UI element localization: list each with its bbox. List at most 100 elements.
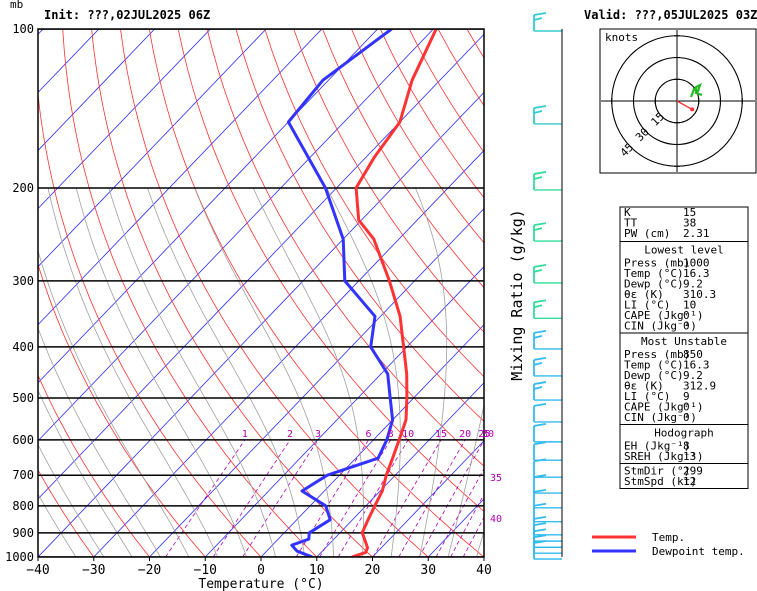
x-tick-label: 30 — [420, 563, 436, 578]
index-row-label: K — [624, 206, 631, 219]
wind-barb — [533, 422, 562, 443]
pressure-tick-label: 400 — [12, 340, 34, 354]
dewpoint-profile — [286, 29, 395, 557]
x-tick-label: −40 — [26, 563, 49, 578]
wind-barb-flag — [533, 176, 543, 180]
x-tick-label: 10 — [309, 563, 325, 578]
storm-motion-marker — [690, 107, 695, 112]
mixing-ratio-label: 1 — [242, 429, 248, 440]
mixing-ratio-label: 3 — [315, 429, 321, 440]
isotherm-line — [38, 29, 267, 268]
wind-barb-flag — [533, 222, 547, 227]
lowest-level-row-value: 0 — [683, 320, 690, 333]
lowest-level-row-label: LI (°C) — [624, 299, 670, 312]
moist-adiabat-line — [38, 249, 190, 557]
pressure-tick-label: 100 — [12, 22, 34, 36]
wind-barb-flag — [533, 534, 547, 539]
dry-adiabat-line — [120, 29, 429, 557]
wind-barb-flag — [533, 540, 547, 544]
legend-label: Dewpoint temp. — [652, 545, 745, 558]
isotherm-line — [148, 207, 484, 557]
dry-adiabat-line — [264, 29, 484, 378]
hodograph-unit-label: knots — [605, 31, 638, 44]
isotherm-line — [38, 33, 484, 500]
lowest-level-row-value: 1000 — [683, 257, 710, 270]
wind-barb — [533, 381, 562, 401]
x-tick-label: 40 — [476, 563, 492, 578]
wind-barb-flag — [533, 381, 547, 385]
dry-adiabat-line — [148, 29, 484, 557]
wind-barb-flag — [533, 403, 547, 407]
most-unstable-row-value: 850 — [683, 348, 703, 361]
dry-adiabat-line — [293, 29, 484, 333]
wind-barb-flag — [533, 335, 543, 339]
index-row-label: PW (cm) — [624, 227, 670, 240]
most-unstable-row-label: CIN (Jkg⁻¹) — [624, 411, 697, 424]
mixing-ratio-label: 15 — [435, 429, 447, 440]
most-unstable-row-value: 0 — [683, 401, 690, 414]
x-tick-label: −10 — [194, 563, 217, 578]
lowest-level-row-label: CIN (Jkg⁻¹) — [624, 320, 697, 333]
wind-barb-flag — [533, 329, 547, 334]
most-unstable-row-value: 9.2 — [683, 369, 703, 382]
wind-barb-flag — [533, 362, 543, 366]
wind-barb-flag — [533, 502, 547, 507]
wind-barb — [533, 222, 562, 242]
wind-barb — [533, 171, 562, 191]
most-unstable-row-label: Press (mb) — [624, 348, 690, 361]
wind-barb-flag — [533, 110, 543, 114]
wind-barb — [533, 540, 562, 560]
hodograph-index-title: Hodograph — [654, 427, 714, 440]
lowest-level-row-label: Temp (°C) — [624, 267, 684, 280]
wind-barb-flag — [533, 105, 547, 109]
wind-barb — [533, 515, 562, 536]
most-unstable-row-value: 312.9 — [683, 380, 716, 393]
dry-adiabat-line — [177, 29, 484, 512]
valid-time-label: Valid: ???,05JUL2025 03Z — [584, 8, 757, 22]
lowest-level-row-value: 0 — [683, 309, 690, 322]
wind-barb-flag — [533, 528, 547, 533]
wind-barb — [533, 357, 562, 377]
temperature-profile — [351, 29, 438, 557]
legend-label: Temp. — [652, 531, 685, 544]
wind-barb-flag — [533, 458, 547, 463]
isotherm-line — [38, 29, 156, 152]
mixing-ratio-label: 25 — [478, 429, 490, 440]
lowest-level-row-label: θε (K) — [624, 288, 664, 301]
pressure-tick-label: 300 — [12, 274, 34, 288]
isotherm-line — [38, 91, 484, 557]
isotherm-line — [316, 382, 484, 557]
lowest-level-row-value: 10 — [683, 299, 696, 312]
init-time-label: Init: ???,02JUL2025 06Z — [44, 8, 210, 22]
dry-adiabat-line — [322, 29, 484, 289]
lowest-level-row-label: Dewp (°C) — [624, 278, 684, 291]
dry-adiabat-line — [62, 29, 318, 557]
moist-adiabat-line — [476, 529, 484, 557]
x-tick-label: −20 — [138, 563, 161, 578]
wind-barb-flag — [533, 227, 543, 231]
wind-barb-flag — [533, 299, 547, 304]
hodograph-row-label: EH (Jkg⁻¹) — [624, 440, 690, 453]
wind-barb-flag — [533, 488, 547, 493]
mixing-ratio-label: 10 — [402, 429, 414, 440]
mixing-ratio-label: 6 — [366, 429, 372, 440]
x-tick-label: 0 — [257, 563, 265, 578]
pressure-tick-label: 200 — [12, 181, 34, 195]
most-unstable-row-label: Dewp (°C) — [624, 369, 684, 382]
wind-barb-flag — [533, 304, 543, 309]
pressure-tick-label: 800 — [12, 499, 34, 513]
lowest-level-row-label: CAPE (Jkg⁻¹) — [624, 309, 703, 322]
moist-adiabat-line — [47, 187, 219, 557]
pressure-tick-label: 500 — [12, 391, 34, 405]
most-unstable-row-label: CAPE (Jkg⁻¹) — [624, 401, 703, 414]
storm-row-value: 12 — [683, 475, 696, 488]
hodograph-row-value: 8 — [683, 440, 690, 453]
dry-adiabat-line — [351, 29, 484, 244]
index-row-label: TT — [624, 217, 638, 230]
wind-barb — [533, 522, 562, 542]
most-unstable-row-value: 0 — [683, 411, 690, 424]
wind-barb-flag — [533, 171, 547, 175]
